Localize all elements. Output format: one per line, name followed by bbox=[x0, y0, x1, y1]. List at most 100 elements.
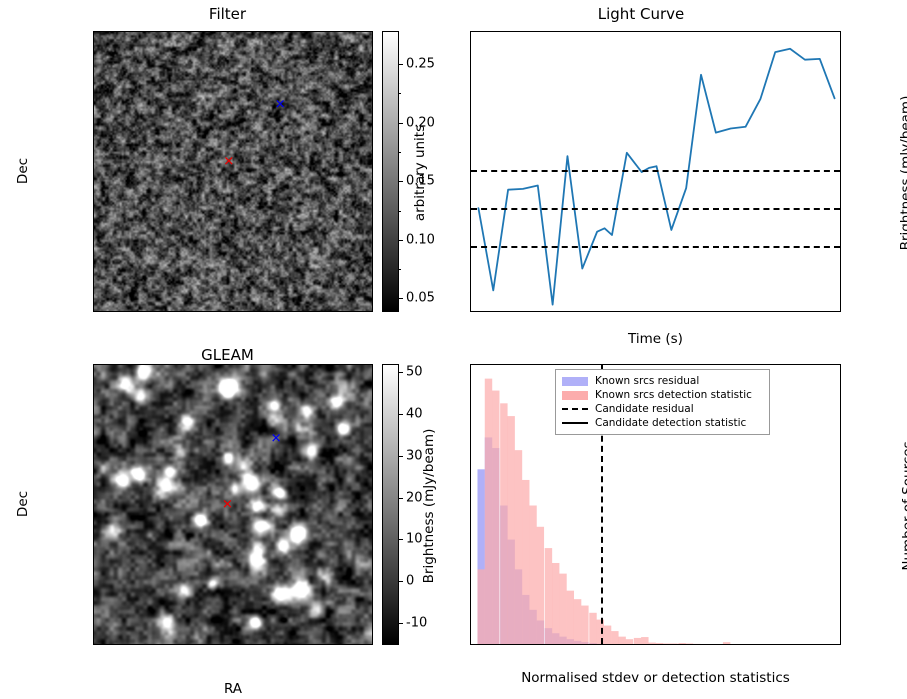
histogram-ytick bbox=[840, 433, 841, 434]
gleam-cbtick-label: 30 bbox=[406, 448, 423, 464]
light-curve-xtick bbox=[627, 311, 628, 312]
light-curve-zero-line bbox=[471, 208, 840, 211]
filter-cbtick-label: 0.20 bbox=[406, 115, 435, 131]
legend-entry: Candidate detection statistic bbox=[562, 416, 763, 430]
gleam-colorbar-gradient bbox=[383, 365, 398, 644]
gleam-sky-image[interactable]: ✕ ✕ -34°15' 30' 45' -35°00' 6ʰ12ᵐ 11ᵐ 10… bbox=[93, 364, 373, 645]
gleam-x-axis-label: RA bbox=[223, 681, 243, 697]
gleam-xtick bbox=[239, 644, 240, 645]
filter-xtick bbox=[369, 311, 370, 312]
gleam-ytick bbox=[93, 510, 94, 511]
light-curve-upper-threshold bbox=[471, 170, 840, 173]
filter-ytick bbox=[93, 177, 94, 178]
filter-cbtick-minor bbox=[398, 93, 401, 95]
gleam-cbtick-label: 10 bbox=[406, 531, 423, 547]
histogram-ytick bbox=[840, 561, 841, 562]
filter-sky-image[interactable]: ✕ ✕ -34°15' 30' 45' -35°00' bbox=[93, 31, 373, 312]
gleam-cbtick bbox=[398, 539, 403, 541]
filter-xtick-top bbox=[304, 31, 305, 32]
light-curve-ytick bbox=[840, 292, 841, 293]
legend-dashed-line bbox=[562, 408, 588, 410]
light-curve-ytick bbox=[840, 40, 841, 41]
histogram-plot-area[interactable]: 010020030040050060001234 Known srcs resi… bbox=[470, 364, 841, 645]
light-curve-ytick bbox=[840, 208, 841, 209]
light-curve-xtick bbox=[701, 311, 702, 312]
light-curve-x-axis-label: Time (s) bbox=[628, 331, 683, 347]
light-curve-xtick bbox=[775, 311, 776, 312]
gleam-cbtick bbox=[398, 623, 403, 625]
filter-xtick bbox=[108, 311, 109, 312]
gleam-xtick bbox=[304, 644, 305, 645]
histogram-xtick bbox=[477, 644, 478, 645]
filter-xtick bbox=[239, 311, 240, 312]
gleam-cbtick-label: 0 bbox=[406, 573, 415, 589]
filter-title: Filter bbox=[208, 5, 247, 23]
filter-image-canvas bbox=[94, 32, 372, 311]
filter-cbtick bbox=[398, 298, 403, 300]
legend-label: Known srcs residual bbox=[595, 374, 700, 387]
legend-swatch-residual bbox=[562, 376, 588, 386]
gleam-colorbar-label: Brightness (mJy/beam) bbox=[421, 428, 437, 584]
histogram-legend[interactable]: Known srcs residual Known srcs detection… bbox=[555, 369, 770, 435]
filter-colorbar: 0.05 0.10 0.15 0.20 0.25 bbox=[382, 31, 435, 312]
light-curve-xtick bbox=[478, 311, 479, 312]
gleam-title: GLEAM bbox=[201, 346, 254, 364]
filter-colorbar-label: arbitrary units bbox=[412, 124, 428, 222]
filter-xtick bbox=[173, 311, 174, 312]
filter-cbtick-minor bbox=[398, 210, 401, 212]
gleam-cbtick-label: 20 bbox=[406, 490, 423, 506]
light-curve-lower-threshold bbox=[471, 245, 840, 248]
legend-swatch-detection bbox=[562, 390, 588, 400]
filter-cbtick bbox=[398, 64, 403, 66]
histogram-x-axis-label: Normalised stdev or detection statistics bbox=[521, 670, 790, 686]
legend-label: Known srcs detection statistic bbox=[595, 388, 752, 401]
panel-gleam: GLEAM ✕ ✕ -34°15' 30' 45' -35°00' 6ʰ12ᵐ … bbox=[0, 346, 455, 699]
filter-ytick bbox=[93, 237, 94, 238]
histogram-svg bbox=[477, 378, 731, 644]
filter-ytick bbox=[93, 57, 94, 58]
gleam-cbtick-label: 40 bbox=[406, 406, 423, 422]
gleam-y-axis-label: Dec bbox=[15, 490, 31, 518]
histogram-ytick bbox=[840, 476, 841, 477]
filter-cbtick-label: 0.05 bbox=[406, 290, 435, 306]
filter-cbtick-label: 0.25 bbox=[406, 56, 435, 72]
light-curve-ytick bbox=[840, 82, 841, 83]
light-curve-plot-area[interactable]: −100−50050100150200020406080 bbox=[470, 31, 841, 312]
filter-cbtick-label: 0.15 bbox=[406, 173, 435, 189]
light-curve-y-axis-label: Brightness (mJy/beam) bbox=[898, 95, 907, 251]
histogram-ytick bbox=[840, 518, 841, 519]
histogram-xtick bbox=[639, 644, 640, 645]
filter-cbtick bbox=[398, 239, 403, 241]
filter-xtick-top bbox=[173, 31, 174, 32]
histogram-ytick bbox=[840, 603, 841, 604]
legend-label: Candidate residual bbox=[595, 402, 694, 415]
gleam-cbtick-label: -10 bbox=[406, 615, 428, 631]
gleam-cbtick bbox=[398, 371, 403, 373]
histogram-xtick bbox=[720, 644, 721, 645]
histogram-candidate-residual-line bbox=[601, 365, 604, 644]
histogram-ytick bbox=[840, 391, 841, 392]
histogram-y-axis-label: Number of Sources bbox=[900, 441, 907, 571]
gleam-ytick bbox=[93, 570, 94, 571]
histogram-xtick bbox=[801, 644, 802, 645]
filter-cbtick-minor bbox=[398, 151, 401, 153]
light-curve-ytick bbox=[840, 124, 841, 125]
gleam-image-canvas bbox=[94, 365, 372, 644]
panel-histogram: 010020030040050060001234 Known srcs resi… bbox=[455, 350, 907, 699]
light-curve-title: Light Curve bbox=[597, 5, 685, 23]
gleam-xtick bbox=[369, 644, 370, 645]
filter-cbtick bbox=[398, 122, 403, 124]
filter-xtick bbox=[304, 311, 305, 312]
light-curve-ytick bbox=[840, 250, 841, 251]
legend-entry: Known srcs residual bbox=[562, 374, 763, 388]
gleam-xtick bbox=[108, 644, 109, 645]
light-curve-ytick bbox=[840, 166, 841, 167]
gleam-cbtick bbox=[398, 455, 403, 457]
gleam-ytick bbox=[93, 390, 94, 391]
filter-cbtick-minor bbox=[398, 269, 401, 271]
gleam-xtick bbox=[173, 644, 174, 645]
legend-entry: Candidate residual bbox=[562, 402, 763, 416]
light-curve-xtick bbox=[553, 311, 554, 312]
light-curve-svg bbox=[477, 47, 836, 306]
